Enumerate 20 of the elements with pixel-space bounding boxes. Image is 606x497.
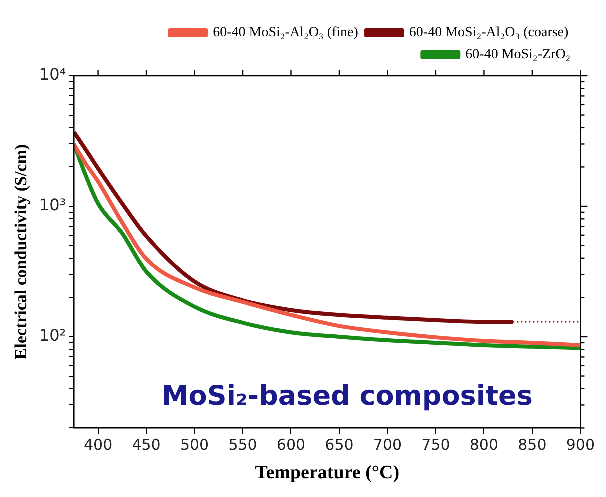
x-tick-label: 550: [228, 436, 258, 454]
x-tick-label: 500: [180, 436, 210, 454]
legend-label: 60-40 MoSi₂-ZrO₂: [466, 48, 571, 63]
legend-label: 60-40 MoSi₂-Al₂O₃ (coarse): [409, 26, 570, 41]
x-axis-title: Temperature (°C): [255, 462, 400, 484]
x-tick-label: 850: [518, 436, 547, 454]
annotation: MoSi₂-based composites: [162, 381, 533, 412]
x-tick-label: 750: [422, 436, 450, 454]
x-tick-label: 900: [566, 436, 596, 454]
x-tick-label: 400: [84, 436, 113, 454]
x-tick-label: 800: [470, 436, 499, 454]
y-tick-label: 10⁴: [39, 65, 66, 84]
y-axis-title: Electrical conductivity (S/cm): [12, 144, 31, 360]
x-tick-label: 650: [325, 436, 354, 454]
x-tick-label: 700: [373, 436, 402, 454]
y-tick-label: 10³: [39, 196, 66, 215]
legend-label: 60-40 MoSi₂-Al₂O₃ (fine): [213, 26, 359, 41]
y-tick-label: 10²: [39, 326, 66, 346]
x-tick-label: 450: [132, 436, 161, 454]
x-tick-label: 600: [276, 436, 306, 454]
